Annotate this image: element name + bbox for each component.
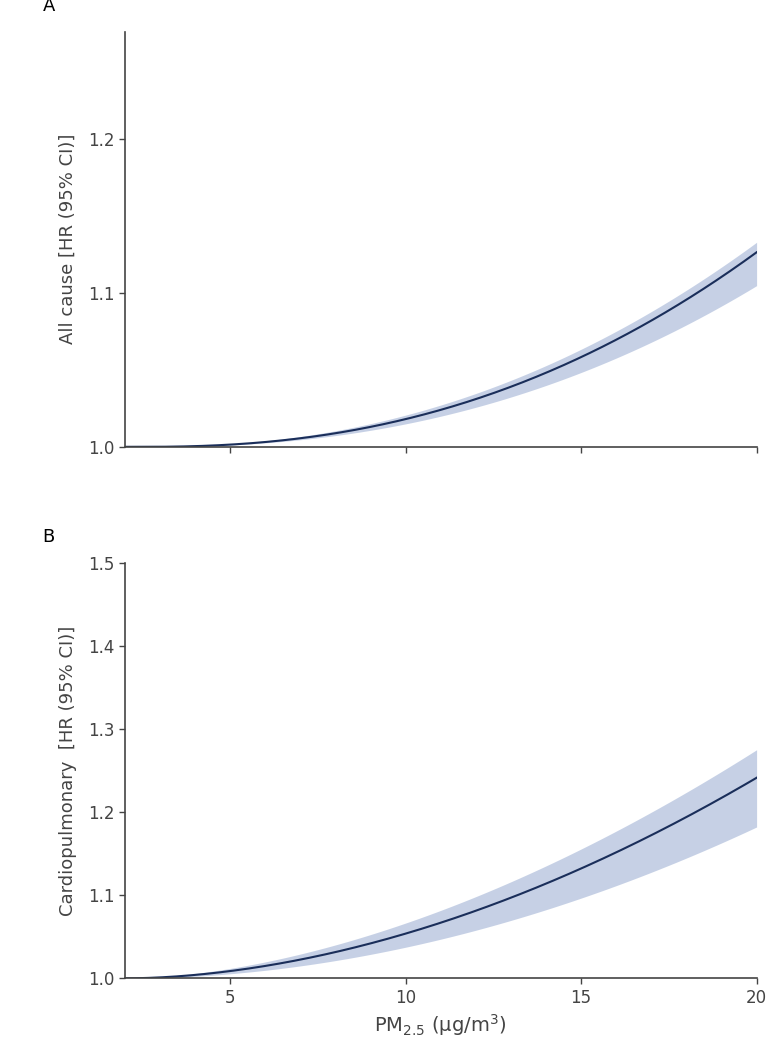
Y-axis label: All cause [HR (95% CI)]: All cause [HR (95% CI)] <box>58 134 76 344</box>
Y-axis label: Cardiopulmonary  [HR (95% CI)]: Cardiopulmonary [HR (95% CI)] <box>58 626 76 916</box>
Text: A: A <box>43 0 55 15</box>
Text: B: B <box>43 528 55 546</box>
X-axis label: PM$_{2.5}$ (μg/m$^3$): PM$_{2.5}$ (μg/m$^3$) <box>374 1012 507 1038</box>
